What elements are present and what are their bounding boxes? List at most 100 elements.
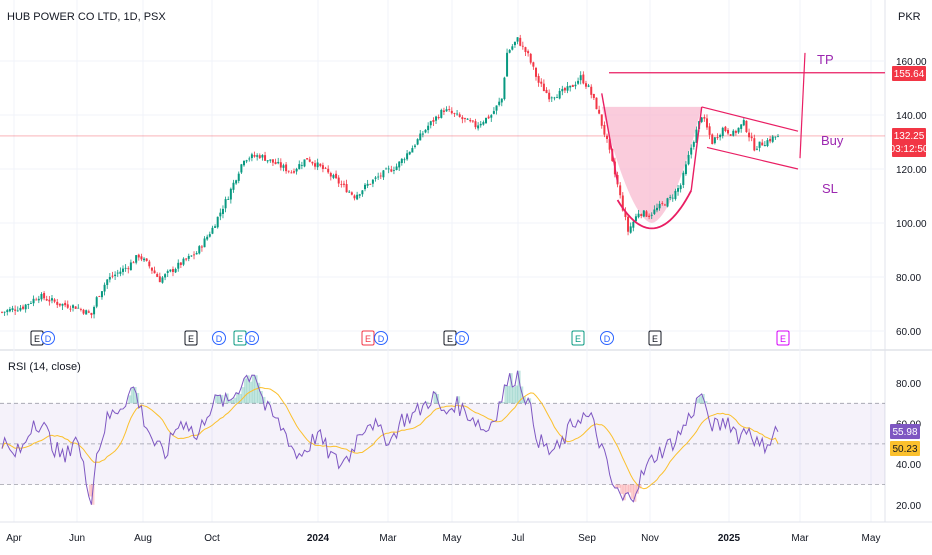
candle-body [366,183,369,186]
dividend-marker[interactable]: D [374,331,388,345]
candle-body [629,226,632,233]
rsi-overbought-fill [259,391,263,404]
candle-body [534,67,537,77]
candle-body [561,88,564,92]
rsi-ma-value-tag: 50.23 [890,441,920,456]
earnings-marker[interactable]: E [571,330,585,346]
earnings-marker[interactable]: E [361,330,375,346]
candle-body [777,135,779,137]
annotation-buy[interactable]: Buy [821,133,844,148]
candle-body [261,155,264,158]
candle-body [206,236,209,240]
earnings-marker[interactable]: E [184,330,198,346]
rsi-overbought-fill [241,387,245,404]
candle-body [387,168,390,170]
rsi-overbought-fill [244,378,248,404]
candle-body [250,154,253,159]
earnings-marker-box [648,330,662,346]
candle-body [400,158,403,163]
candle-body [132,262,135,264]
candle-body [327,168,330,173]
target-price-value: 155.64 [894,69,925,80]
candle-body [392,170,395,171]
candle-body [308,159,311,162]
earnings-marker[interactable]: E [443,330,457,346]
dividend-marker[interactable]: D [212,331,226,345]
candle-body [72,305,75,308]
rsi-line [1,370,779,505]
price-tick-label: 100.00 [896,219,927,230]
event-marker-label: E [365,334,371,344]
event-marker-label: E [447,334,453,344]
candle-body [3,311,6,313]
rsi-ma-value: 50.23 [892,444,917,455]
dividend-marker-circle [600,331,614,345]
candle-body [371,179,374,184]
earnings-marker[interactable]: E [776,330,790,346]
candle-body [19,307,22,311]
drawings[interactable] [601,52,885,230]
candle-body [498,101,501,105]
candle-body [145,258,148,261]
candle-body [485,117,488,124]
cup-curve [616,190,692,230]
rsi-overbought-fill [230,399,234,404]
flag-upper-line [701,106,799,132]
candle-body [116,272,119,274]
candle-body [245,160,248,162]
candle-body [395,166,398,171]
candle-body [774,136,777,138]
candle-body [755,148,758,150]
candle-body [224,199,227,209]
dividend-marker[interactable]: D [600,331,614,345]
rsi-overbought-fill [699,396,703,404]
rsi-oversold-fill [630,484,634,499]
annotation-sl[interactable]: SL [822,181,838,196]
candle-body [724,126,727,132]
candle-body [64,302,67,306]
dividend-marker[interactable]: D [245,331,259,345]
candle-body [14,309,17,311]
candle-body [93,307,96,315]
candle-body [716,137,719,139]
price-tick-label: 80.00 [896,273,921,284]
candle-body [164,274,167,278]
candle-body [416,139,419,145]
dividend-marker[interactable]: D [41,331,55,345]
rsi-oversold-fill [638,484,642,489]
candle-body [579,75,582,81]
candle-body [85,310,88,315]
candle-body [56,301,59,305]
earnings-marker[interactable]: E [233,330,247,346]
candle-body [198,246,201,254]
event-marker-label: E [652,334,658,344]
candle-body [348,191,351,193]
candle-body [77,307,80,309]
candle-body [208,234,211,237]
candle-body [298,164,301,170]
candle-body [214,226,217,228]
price-tick-label: 140.00 [896,111,927,122]
rsi-overbought-fill [257,382,261,404]
candle-body [122,268,125,272]
candle-body [390,169,393,172]
candle-body [240,164,243,173]
last-price-value: 132.25 [894,131,925,142]
rsi-oversold-fill [91,484,95,505]
earnings-marker[interactable]: E [648,330,662,346]
annotation-tp[interactable]: TP [817,52,834,67]
candle-body [532,62,535,67]
candle-body [82,309,85,314]
rsi-overbought-fill [514,385,518,404]
candle-body [508,50,511,53]
candle-body [458,114,461,117]
candle-body [408,151,411,155]
price-tick-label: 60.00 [896,327,921,338]
dividend-marker[interactable]: D [455,331,469,345]
candle-body [566,86,569,91]
rsi-indicator-label: RSI (14, close) [8,361,81,373]
candle-body [577,80,580,84]
